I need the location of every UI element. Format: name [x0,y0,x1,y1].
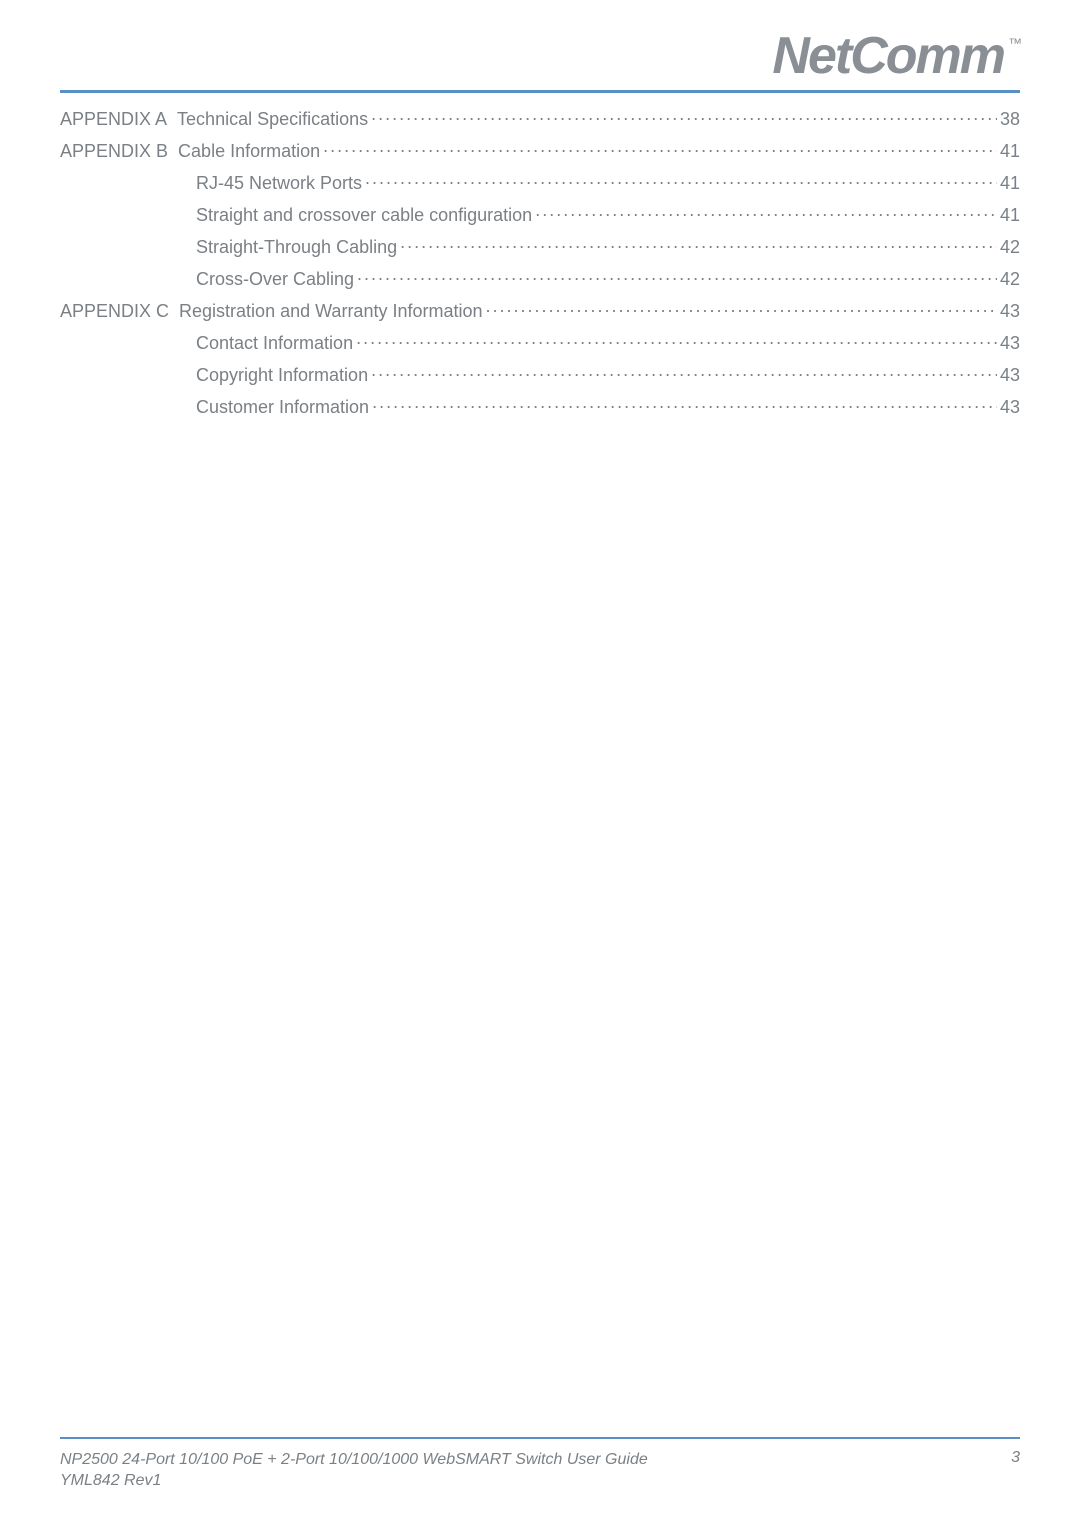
toc-prefix: APPENDIX B [60,141,168,162]
toc-page: 41 [1000,173,1020,194]
toc-title: RJ-45 Network Ports [196,173,362,194]
toc-leader-dots [371,107,997,125]
toc-row: Straight and crossover cable configurati… [60,203,1020,226]
toc-page: 43 [1000,333,1020,354]
toc-leader-dots [356,331,997,349]
toc-title: Contact Information [196,333,353,354]
toc-page: 43 [1000,365,1020,386]
toc-row: Copyright Information 43 [60,363,1020,386]
toc-page: 38 [1000,109,1020,130]
toc-title: Cable Information [178,141,320,162]
toc-row: APPENDIX C Registration and Warranty Inf… [60,299,1020,322]
toc-title: Straight and crossover cable configurati… [196,205,532,226]
toc-prefix: APPENDIX A [60,109,167,130]
header: NetComm™ [60,30,1020,82]
toc-page: 41 [1000,205,1020,226]
toc-title: Customer Information [196,397,369,418]
toc-leader-dots [535,203,997,221]
toc-row: Contact Information 43 [60,331,1020,354]
toc-leader-dots [323,139,997,157]
toc-row: Cross-Over Cabling 42 [60,267,1020,290]
footer-row: NP2500 24-Port 10/100 PoE + 2-Port 10/10… [60,1449,1020,1492]
footer: NP2500 24-Port 10/100 PoE + 2-Port 10/10… [60,1437,1020,1492]
toc-page: 41 [1000,141,1020,162]
toc-row: Customer Information 43 [60,395,1020,418]
toc-leader-dots [372,395,997,413]
toc-page: 43 [1000,397,1020,418]
toc-page: 42 [1000,237,1020,258]
page-number: 3 [1011,1449,1020,1467]
trademark-symbol: ™ [1008,35,1020,51]
toc-row: RJ-45 Network Ports 41 [60,171,1020,194]
table-of-contents: APPENDIX A Technical Specifications 38 A… [60,107,1020,418]
toc-leader-dots [357,267,997,285]
footer-rule [60,1437,1020,1439]
brand-name: NetComm [772,27,1004,85]
toc-row: Straight-Through Cabling 42 [60,235,1020,258]
toc-leader-dots [400,235,997,253]
toc-title: Technical Specifications [177,109,368,130]
toc-title: Cross-Over Cabling [196,269,354,290]
doc-title: NP2500 24-Port 10/100 PoE + 2-Port 10/10… [60,1449,648,1471]
toc-page: 43 [1000,301,1020,322]
toc-leader-dots [365,171,997,189]
toc-leader-dots [371,363,997,381]
header-rule [60,90,1020,93]
footer-left: NP2500 24-Port 10/100 PoE + 2-Port 10/10… [60,1449,648,1492]
toc-prefix: APPENDIX C [60,301,169,322]
toc-title: Straight-Through Cabling [196,237,397,258]
toc-page: 42 [1000,269,1020,290]
toc-title: Registration and Warranty Information [179,301,482,322]
toc-row: APPENDIX B Cable Information 41 [60,139,1020,162]
toc-row: APPENDIX A Technical Specifications 38 [60,107,1020,130]
brand-logo: NetComm™ [772,30,1020,82]
toc-title: Copyright Information [196,365,368,386]
doc-code: YML842 Rev1 [60,1470,648,1492]
toc-leader-dots [486,299,997,317]
